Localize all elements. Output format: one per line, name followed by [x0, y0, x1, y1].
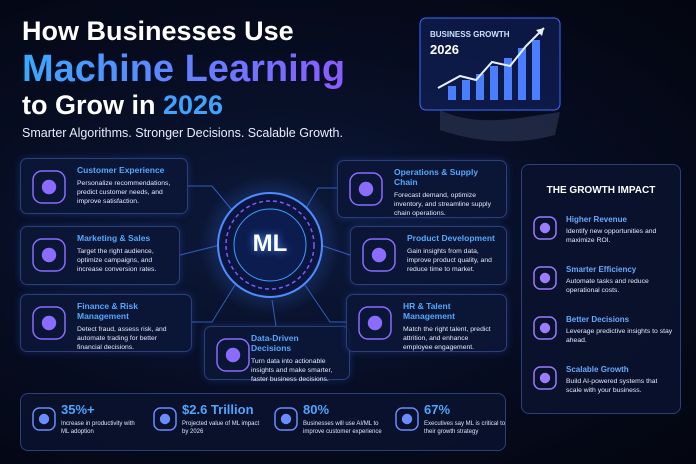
- title-line: How Businesses Use: [22, 16, 294, 46]
- hero-label: BUSINESS GROWTH: [430, 30, 510, 39]
- growth-item-title: Higher Revenue: [566, 215, 627, 224]
- card-text: Target the right audience, optimize camp…: [77, 248, 157, 273]
- stat-text: Increase in productivity with ML adoptio…: [61, 421, 135, 435]
- card-text: Forecast demand, optimize inventory, and…: [394, 192, 491, 217]
- card-title: Data-Driven Decisions: [251, 333, 299, 353]
- icon: [533, 216, 557, 240]
- card: HR & Talent Management Match the right ta…: [346, 294, 507, 352]
- card-title: Operations & Supply Chain: [394, 167, 479, 187]
- icon: [216, 338, 250, 372]
- card: Data-Driven Decisions Turn data into acti…: [204, 326, 350, 383]
- growth-item-text: Automate tasks and reduce operational co…: [566, 278, 649, 294]
- card-title: HR & Talent Management: [403, 301, 455, 321]
- icon: [362, 238, 396, 272]
- stat: $2.6 Trillion Projected value of ML impac…: [146, 402, 264, 436]
- card: Product Development Gain insights from da…: [350, 226, 507, 285]
- card-text: Detect fraud, assess risk, and automate …: [77, 326, 167, 351]
- title-line: to Grow in 2026: [22, 90, 223, 121]
- stat-value: 35%+: [61, 402, 95, 417]
- growth-item: Smarter Efficiency Automate tasks and red…: [532, 265, 674, 295]
- title-year: 2026: [163, 90, 224, 120]
- icon: [533, 316, 557, 340]
- icon: [395, 407, 419, 431]
- title-highlight: Machine Learning: [22, 48, 346, 90]
- hero-year: 2026: [430, 42, 459, 57]
- growth-item-text: Leverage predictive insights to stay ahe…: [566, 328, 673, 344]
- stat-text: Businesses will use AI/ML to improve cus…: [303, 421, 382, 435]
- stat-text: Executives say ML is critical to their g…: [424, 421, 506, 435]
- stat-value: $2.6 Trillion: [182, 402, 254, 417]
- card-text: Gain insights from data, improve product…: [407, 248, 492, 273]
- growth-item-title: Smarter Efficiency: [566, 265, 637, 274]
- card-text: Turn data into actionable insights and m…: [251, 358, 333, 383]
- card: Customer Experience Personalize recommend…: [20, 158, 188, 214]
- card-title: Customer Experience: [77, 165, 165, 175]
- icon: [153, 407, 177, 431]
- icon: [358, 306, 392, 340]
- growth-item-title: Better Decisions: [566, 315, 630, 324]
- card-title: Product Development: [407, 233, 495, 243]
- icon: [32, 306, 66, 340]
- icon: [533, 266, 557, 290]
- growth-item-text: Build AI-powered systems that scale with…: [566, 378, 658, 394]
- icon: [32, 238, 66, 272]
- title-text: to Grow in: [22, 90, 156, 120]
- center-label: ML: [252, 230, 288, 257]
- growth-item: Scalable Growth Build AI-powered systems …: [532, 365, 674, 395]
- icon: [349, 172, 383, 206]
- growth-item-text: Identify new opportunities and maximize …: [566, 228, 657, 244]
- card-text: Personalize recommendations, predict cus…: [77, 180, 171, 205]
- card: Finance & Risk Management Detect fraud, a…: [20, 294, 192, 352]
- card-title: Finance & Risk Management: [77, 301, 138, 321]
- icon: [274, 407, 298, 431]
- stat: 80% Businesses will use AI/ML to improve …: [267, 402, 385, 436]
- growth-item: Higher Revenue Identify new opportunities…: [532, 215, 674, 245]
- icon: [32, 407, 56, 431]
- subtitle: Smarter Algorithms. Stronger Decisions. …: [22, 126, 343, 140]
- growth-title: THE GROWTH IMPACT: [546, 185, 656, 196]
- growth-item: Better Decisions Leverage predictive insi…: [532, 315, 674, 345]
- stat-value: 80%: [303, 402, 330, 417]
- stat: 35%+ Increase in productivity with ML ado…: [25, 402, 143, 436]
- stat-value: 67%: [424, 402, 451, 417]
- icon: [32, 170, 66, 204]
- growth-panel: THE GROWTH IMPACT Higher Revenue Identify…: [521, 164, 681, 414]
- stats-bar: 35%+ Increase in productivity with ML ado…: [20, 393, 506, 451]
- card: Operations & Supply Chain Forecast demand…: [337, 160, 507, 218]
- stat: 67% Executives say ML is critical to thei…: [388, 402, 506, 436]
- card-title: Marketing & Sales: [77, 233, 151, 243]
- growth-item-title: Scalable Growth: [566, 365, 629, 374]
- card: Marketing & Sales Target the right audien…: [20, 226, 180, 285]
- card-text: Match the right talent, predict attritio…: [403, 326, 491, 351]
- stat-text: Projected value of ML impact by 2026: [182, 421, 260, 435]
- icon: [533, 366, 557, 390]
